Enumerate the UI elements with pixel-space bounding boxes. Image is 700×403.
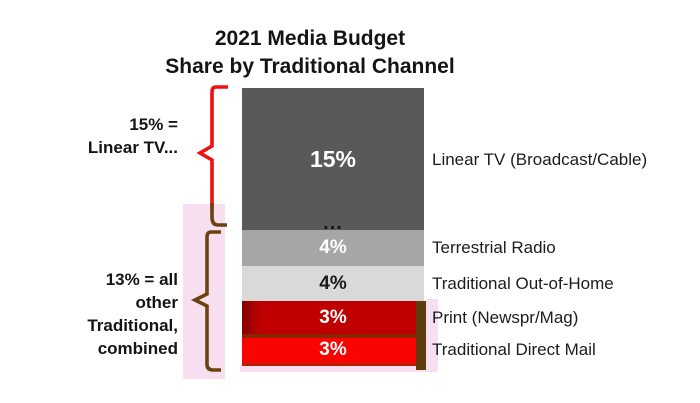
pink-highlight-band-right xyxy=(426,299,438,371)
annotation-15pct-line2: Linear TV... xyxy=(87,138,178,157)
annotation-13pct-line2: other xyxy=(135,293,179,312)
category-label-terrestrial-radio: Terrestrial Radio xyxy=(432,238,556,257)
bar-segment-out-of-home: 4% xyxy=(242,266,424,301)
annotation-15pct: 15% = Linear TV... xyxy=(30,113,178,159)
bar-segment-terrestrial-radio: 4% xyxy=(242,230,424,266)
brown-edge-band xyxy=(416,301,426,370)
ellipsis-marker: ... xyxy=(323,212,343,234)
annotation-13pct-line4: combined xyxy=(97,339,178,358)
pink-highlight-band-bottom xyxy=(240,365,437,372)
bar-value-label: 4% xyxy=(319,237,347,258)
annotation-13pct-line1: 13% = all xyxy=(105,270,178,289)
annotation-13pct: 13% = all other Traditional, combined xyxy=(30,268,178,360)
bar-value-label: 15% xyxy=(309,145,357,172)
category-label-direct-mail: Traditional Direct Mail xyxy=(432,340,596,359)
bar-value-label: 3% xyxy=(319,339,347,360)
bar-segment-direct-mail: 3% xyxy=(242,334,424,366)
curly-brace-13pct-icon xyxy=(190,230,221,372)
category-label-linear-tv: Linear TV (Broadcast/Cable) xyxy=(432,150,648,169)
annotation-15pct-line1: 15% = xyxy=(129,115,178,134)
chart-title-line1: 2021 Media Budget xyxy=(214,27,406,50)
chart-title: 2021 Media Budget Share by Traditional C… xyxy=(120,25,500,81)
bar-value-label: 3% xyxy=(319,306,347,328)
bar-value-label: 4% xyxy=(319,272,347,294)
annotation-13pct-line3: Traditional, xyxy=(87,316,178,335)
chart-title-line2: Share by Traditional Channel xyxy=(165,55,455,78)
category-label-out-of-home: Traditional Out-of-Home xyxy=(432,274,614,293)
bar-segment-linear-tv: 15% ... xyxy=(242,88,424,234)
category-label-print: Print (Newspr/Mag) xyxy=(432,308,579,327)
bar-segment-print: 3% xyxy=(242,301,424,334)
curly-brace-15pct-icon xyxy=(196,85,228,227)
